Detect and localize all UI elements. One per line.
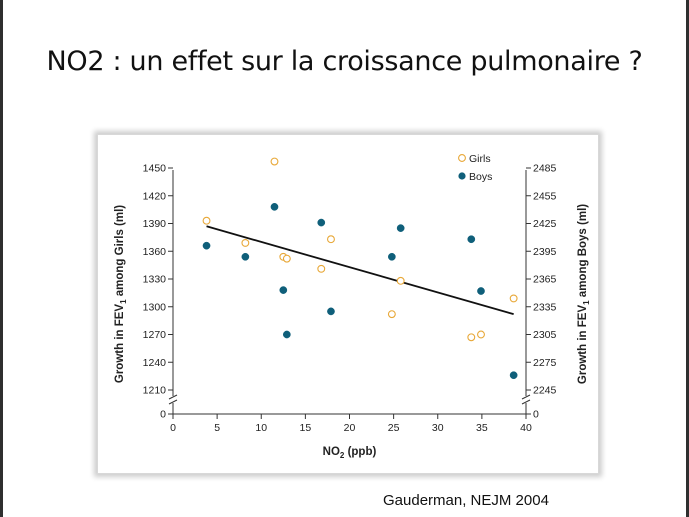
- y-right-tick-label: 2425: [533, 218, 557, 230]
- y-left-tick-label: 1300: [143, 301, 167, 313]
- y-left-tick-label: 1330: [143, 274, 167, 286]
- girls-point: [282, 254, 291, 263]
- x-tick-label: 20: [344, 422, 356, 434]
- y-right-zero-label: 0: [533, 409, 539, 421]
- regression-line: [206, 225, 514, 316]
- boys-point: [388, 252, 396, 261]
- boys-point: [202, 241, 211, 250]
- x-tick-label: 0: [170, 422, 176, 434]
- x-tick-label: 5: [214, 422, 220, 434]
- girls-point: [509, 294, 518, 303]
- y-right-axis-title: Growth in FEV1 among Boys (ml): [577, 204, 591, 384]
- boys-point: [241, 252, 250, 261]
- axis-break-mark: [168, 399, 178, 405]
- x-tick-label: 35: [476, 422, 488, 434]
- y-left-zero-label: 0: [160, 409, 166, 421]
- boys-point: [509, 371, 518, 380]
- y-right-axis-title-main: Growth in FEV: [577, 305, 589, 385]
- boys-point: [477, 287, 485, 295]
- boys-point: [279, 286, 288, 294]
- x-axis-title-main: NO: [323, 446, 340, 458]
- boys-point: [317, 218, 326, 227]
- girls-point: [327, 235, 335, 244]
- y-right-tick-label: 2395: [533, 246, 557, 258]
- slide-left-edge: [0, 0, 3, 517]
- figure-panel: [97, 134, 599, 474]
- y-left-tick-label: 1450: [143, 163, 167, 175]
- girls-point: [396, 276, 405, 285]
- legend-girls-marker: [458, 154, 466, 162]
- y-right-tick-label: 2455: [533, 190, 557, 202]
- y-right-tick-label: 2365: [533, 274, 557, 286]
- axis-break-mark: [521, 394, 531, 400]
- girls-point: [317, 264, 326, 273]
- chart-legend: Girls Boys: [458, 153, 492, 183]
- y-left-axis-title-tail: among Girls (ml): [114, 205, 126, 300]
- legend-boys-marker: [458, 172, 466, 180]
- y-right-tick-label: 2305: [533, 329, 557, 341]
- chart-marks: [202, 157, 518, 380]
- y-right-tick-label: 2245: [533, 385, 557, 397]
- x-axis-title: NO2 (ppb): [323, 446, 377, 460]
- boys-point: [327, 307, 335, 316]
- slide-title: NO2 : un effet sur la croissance pulmona…: [46, 46, 643, 77]
- y-right-tick-label: 2275: [533, 357, 557, 369]
- girls-point: [477, 330, 485, 339]
- boys-point: [467, 235, 476, 244]
- girls-point: [270, 157, 279, 166]
- chart-axis-labels: NO2 (ppb)Growth in FEV1 among Girls (ml)…: [114, 204, 591, 460]
- x-tick-label: 40: [520, 422, 532, 434]
- x-axis-title-subscript: 2: [340, 451, 345, 460]
- chart-axes: [168, 170, 531, 415]
- girls-point: [387, 310, 396, 319]
- y-left-axis-title-subscript: 1: [119, 299, 128, 304]
- axis-break-mark: [168, 394, 178, 400]
- y-right-axis-title-tail: among Boys (ml): [577, 204, 589, 301]
- citation: Gauderman, NEJM 2004: [383, 492, 549, 509]
- girls-point: [202, 216, 211, 225]
- legend-girls-label: Girls: [469, 153, 491, 165]
- y-left-tick-label: 1420: [143, 190, 167, 202]
- y-left-tick-label: 1240: [143, 357, 167, 369]
- scatter-chart: 1450142013901360133013001270124012102485…: [114, 153, 591, 460]
- x-tick-label: 15: [300, 422, 312, 434]
- girls-point: [241, 238, 250, 247]
- boys-point: [396, 224, 405, 232]
- y-left-axis-title-main: Growth in FEV: [114, 304, 126, 384]
- y-right-tick-label: 2335: [533, 301, 557, 313]
- y-right-tick-label: 2485: [533, 163, 557, 175]
- girls-point: [467, 333, 476, 342]
- chart-ticks: 1450 1420 1390 1360 1330 1300 1270 1240 1210 2485…: [143, 163, 557, 435]
- axis-break-mark: [521, 399, 531, 405]
- boys-point: [270, 203, 279, 211]
- y-left-tick-label: 1360: [143, 246, 167, 258]
- x-axis-title-tail: (ppb): [344, 446, 376, 458]
- x-tick-label: 30: [432, 422, 444, 434]
- legend-boys-label: Boys: [469, 171, 492, 183]
- y-left-axis-title: Growth in FEV1 among Girls (ml): [114, 205, 128, 383]
- y-left-tick-label: 1390: [143, 218, 167, 230]
- y-right-axis-title-subscript: 1: [582, 300, 591, 305]
- y-left-tick-label: 1270: [143, 329, 167, 341]
- slide-right-edge: [686, 0, 689, 517]
- x-tick-label: 10: [255, 422, 267, 434]
- boys-point: [282, 330, 291, 339]
- y-left-tick-label: 1210: [143, 385, 167, 397]
- x-tick-label: 25: [388, 422, 400, 434]
